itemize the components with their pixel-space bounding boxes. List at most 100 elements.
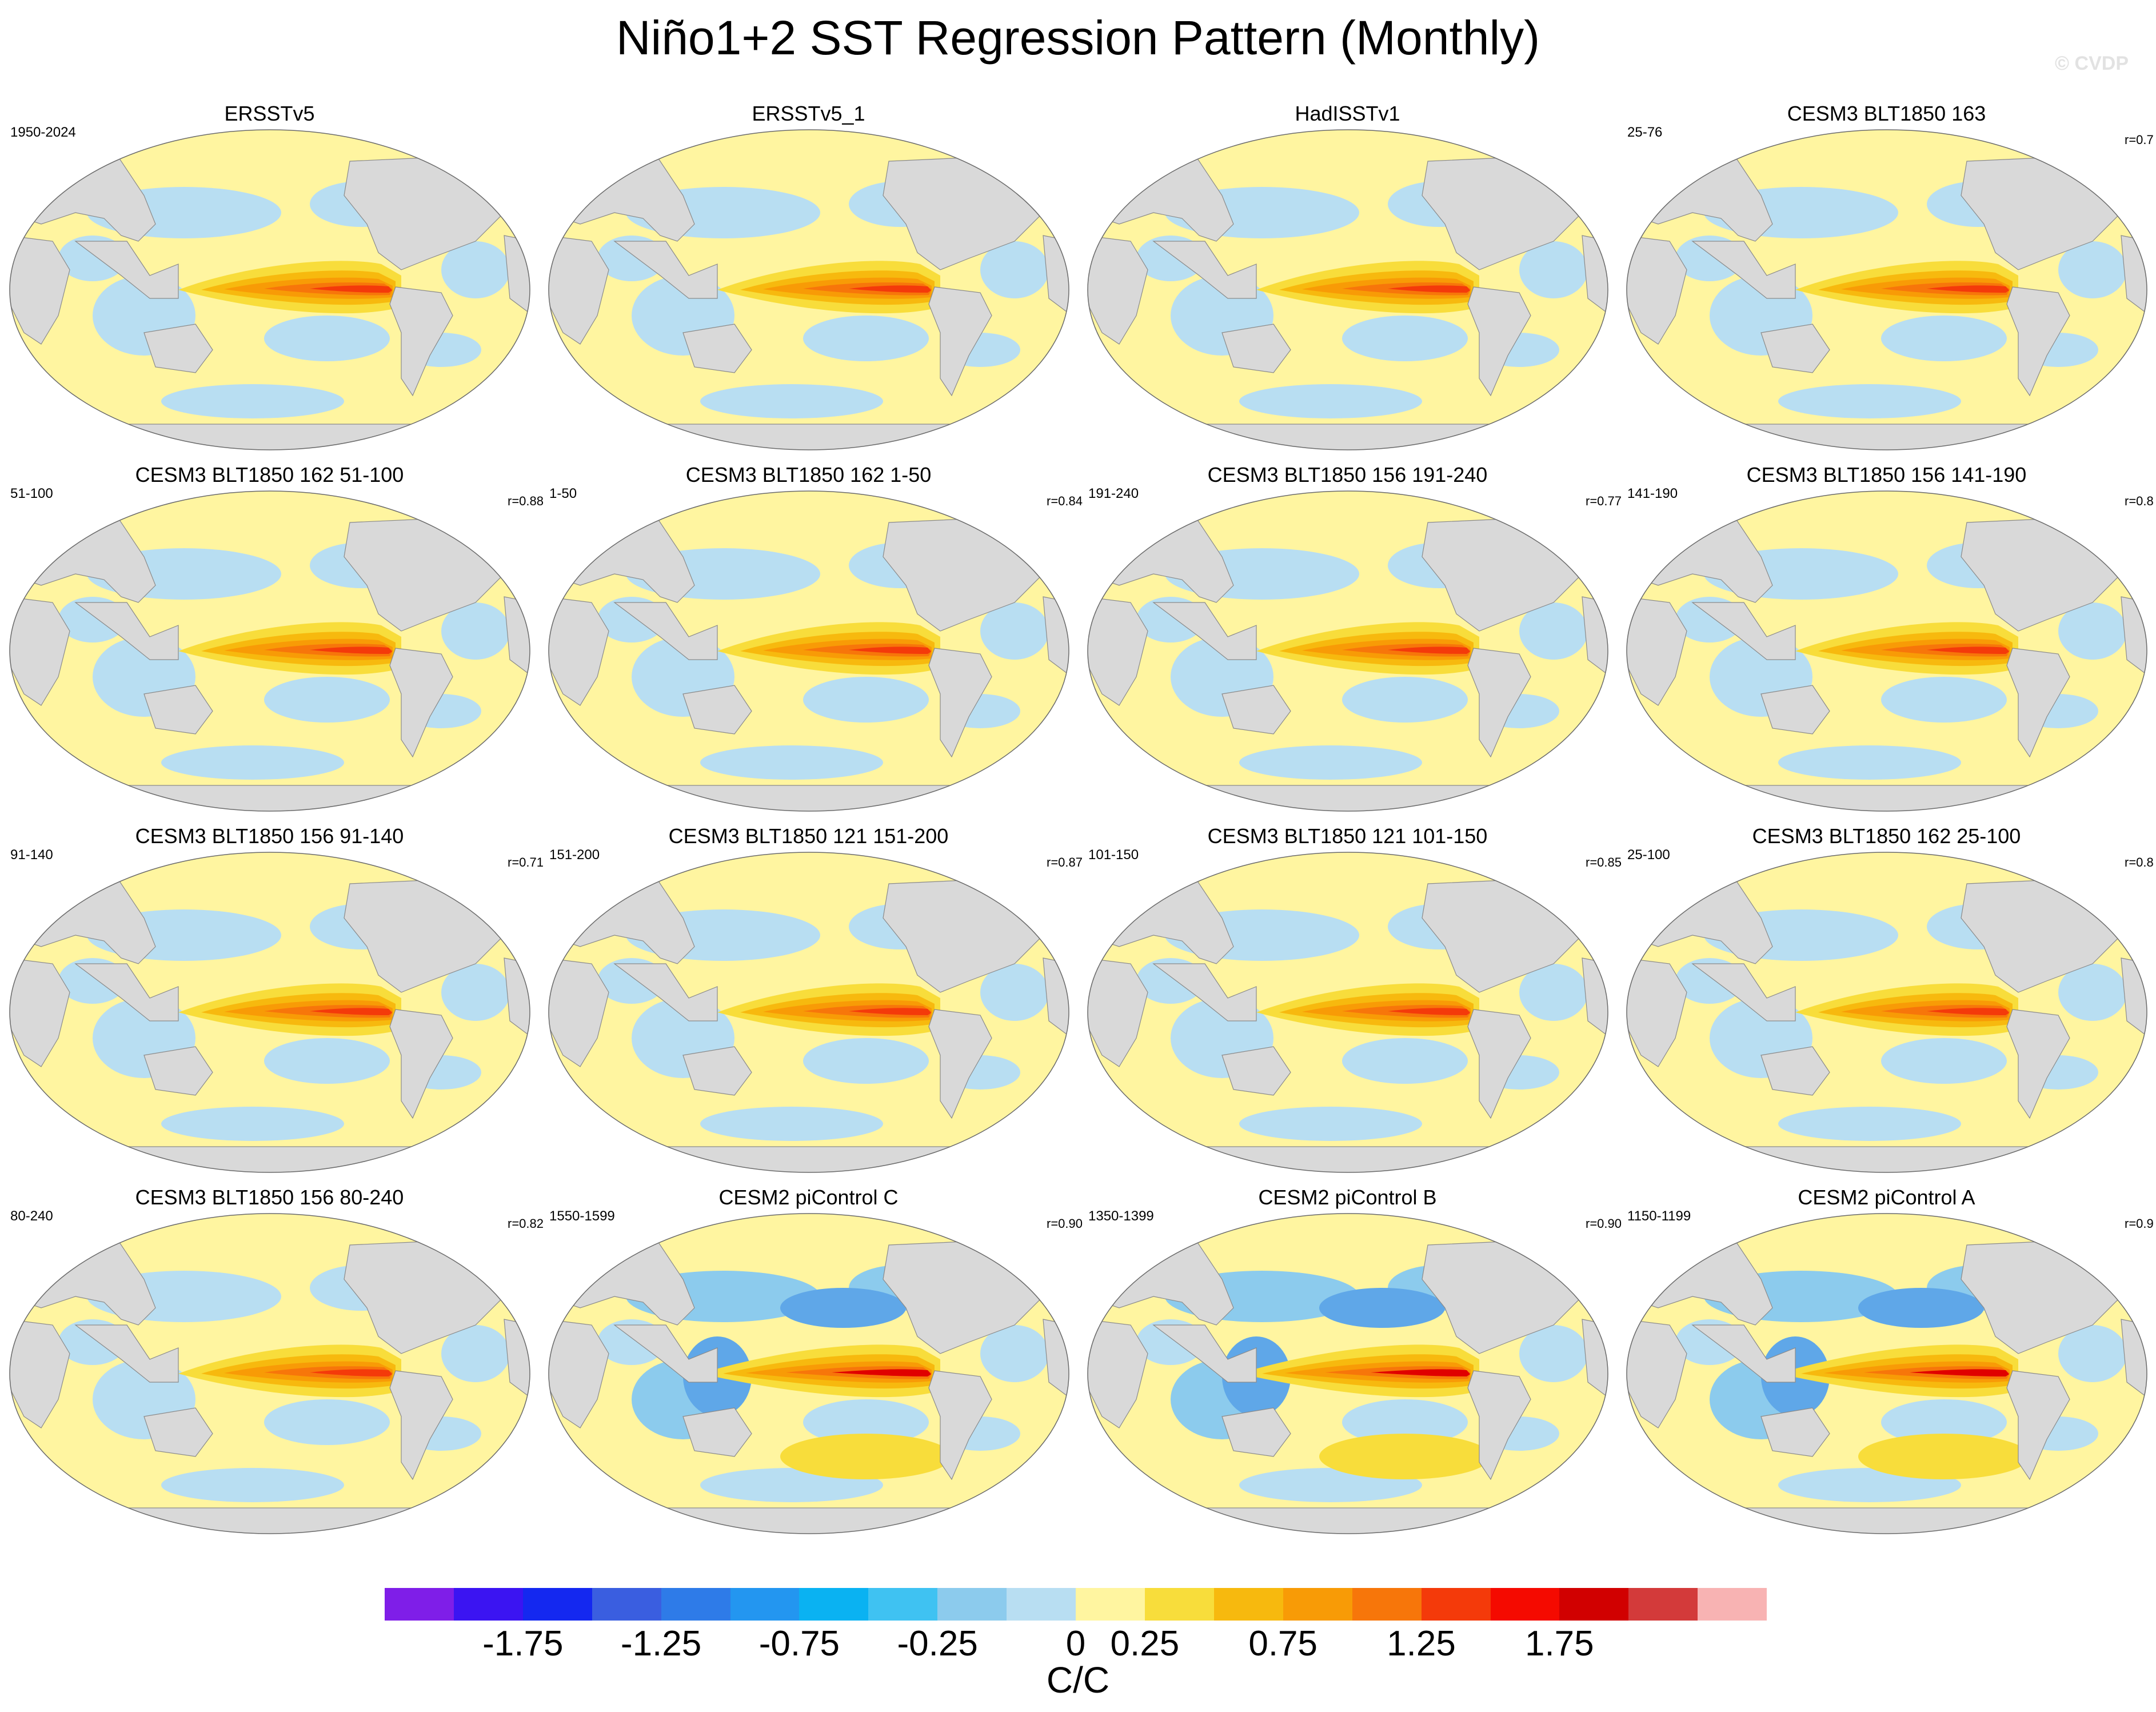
colorbar-tick-label: -0.75 (758, 1624, 840, 1663)
map-panel: CESM3 BLT1850 156 91-140 91-140 r=0.71 (0, 824, 544, 1186)
map-panel: CESM2 piControl B 1350-1399 r=0.90 (1078, 1186, 1622, 1547)
colorbar-units: C/C (1046, 1659, 1110, 1701)
regression-map (1624, 849, 2150, 1175)
panel-years: 151-200 (549, 847, 600, 863)
panel-years: 1550-1599 (549, 1208, 615, 1224)
map-panel: ERSSTv5_1 (539, 102, 1078, 463)
regression-map (1624, 1211, 2150, 1537)
panel-correlation: r=0.7 (2125, 133, 2154, 147)
panel-years: 191-240 (1088, 486, 1139, 501)
panel-years: 141-190 (1627, 486, 1678, 501)
panel-title: CESM2 piControl A (1798, 1186, 1975, 1209)
panel-years: 1150-1199 (1627, 1208, 1691, 1224)
panel-correlation: r=0.77 (1586, 494, 1622, 508)
colorbar-tick-label: 0.25 (1110, 1624, 1180, 1663)
regression-map (7, 488, 533, 814)
colorbar-box (1144, 1588, 1214, 1621)
colorbar-box (1352, 1588, 1422, 1621)
colorbar-tick-label: 1.25 (1387, 1624, 1456, 1663)
colorbar-box (1698, 1588, 1767, 1621)
panel-years: 80-240 (10, 1208, 53, 1224)
panel-correlation: r=0.87 (1047, 855, 1083, 869)
map-panel: CESM3 BLT1850 162 51-100 51-100 r=0.88 (0, 463, 544, 824)
map-panel: HadISSTv1 (1078, 102, 1617, 463)
regression-map (1085, 488, 1611, 814)
colorbar-box (1559, 1588, 1629, 1621)
panel-correlation: r=0.8 (2125, 494, 2154, 508)
panel-correlation: r=0.85 (1586, 855, 1622, 869)
panel-title: CESM3 BLT1850 156 141-190 (1746, 463, 2027, 486)
colorbar-box (1421, 1588, 1491, 1621)
panel-title: CESM3 BLT1850 156 191-240 (1207, 463, 1488, 486)
panel-title: CESM3 BLT1850 121 101-150 (1207, 824, 1488, 848)
colorbar (385, 1588, 1767, 1621)
map-panel: CESM2 piControl A 1150-1199 r=0.9 (1617, 1186, 2156, 1547)
panel-years: 101-150 (1088, 847, 1139, 863)
map-panel: CESM3 BLT1850 156 141-190 141-190 r=0.8 (1617, 463, 2156, 824)
panel-correlation: r=0.90 (1047, 1216, 1083, 1231)
panel-correlation: r=0.82 (508, 1216, 544, 1231)
colorbar-box (453, 1588, 523, 1621)
colorbar-box (1076, 1588, 1145, 1621)
panel-correlation: r=0.84 (1047, 494, 1083, 508)
colorbar-box (1007, 1588, 1076, 1621)
panel-years: 1350-1399 (1088, 1208, 1154, 1224)
regression-map (1085, 1211, 1611, 1537)
colorbar-box (385, 1588, 454, 1621)
panel-correlation: r=0.8 (2125, 855, 2154, 869)
regression-map (7, 1211, 533, 1537)
colorbar-box (1628, 1588, 1698, 1621)
panel-title: ERSSTv5_1 (752, 102, 865, 125)
colorbar-tick-label: -1.75 (482, 1624, 564, 1663)
regression-map (1624, 488, 2150, 814)
colorbar-tick-label: 1.75 (1524, 1624, 1594, 1663)
map-panel: CESM3 BLT1850 156 191-240 191-240 r=0.77 (1078, 463, 1622, 824)
panel-years: 1-50 (549, 486, 577, 501)
regression-map (546, 127, 1072, 453)
map-panel: CESM2 piControl C 1550-1599 r=0.90 (539, 1186, 1083, 1547)
panel-years: 1950-2024 (10, 125, 76, 140)
panel-title: CESM3 BLT1850 162 1-50 (685, 463, 932, 486)
panel-years: 91-140 (10, 847, 53, 863)
panel-title: ERSSTv5 (224, 102, 315, 125)
panel-title: CESM3 BLT1850 156 80-240 (135, 1186, 404, 1209)
regression-map (7, 849, 533, 1175)
panel-title: CESM3 BLT1850 121 151-200 (668, 824, 949, 848)
colorbar-box (522, 1588, 592, 1621)
colorbar-tick-label: 0 (1065, 1624, 1086, 1663)
colorbar-box (1213, 1588, 1283, 1621)
colorbar-box (1490, 1588, 1560, 1621)
panel-title: CESM3 BLT1850 162 25-100 (1752, 824, 2021, 848)
colorbar-box (592, 1588, 661, 1621)
map-panel: CESM3 BLT1850 156 80-240 80-240 r=0.82 (0, 1186, 544, 1547)
panel-correlation: r=0.90 (1586, 1216, 1622, 1231)
panel-years: 25-76 (1627, 125, 1663, 140)
colorbar-box (661, 1588, 730, 1621)
colorbar-box (1283, 1588, 1352, 1621)
panel-years: 25-100 (1627, 847, 1670, 863)
regression-map (7, 127, 533, 453)
map-panel: CESM3 BLT1850 162 1-50 1-50 r=0.84 (539, 463, 1083, 824)
regression-map (1085, 127, 1611, 453)
map-panel: CESM3 BLT1850 121 151-200 151-200 r=0.87 (539, 824, 1083, 1186)
regression-map (546, 488, 1072, 814)
colorbar-ticks: -1.75 -1.25 -0.75 -0.25 0 0.25 0.75 1.25 1.75 (385, 1623, 1767, 1669)
panel-title: CESM2 piControl C (718, 1186, 899, 1209)
regression-map (546, 1211, 1072, 1537)
figure-title: Niño1+2 SST Regression Pattern (Monthly) (616, 11, 1540, 65)
panel-title: HadISSTv1 (1295, 102, 1400, 125)
panel-title: CESM2 piControl B (1258, 1186, 1437, 1209)
panel-correlation: r=0.71 (508, 855, 544, 869)
colorbar-box (799, 1588, 869, 1621)
map-panel: ERSSTv5 1950-2024 (0, 102, 539, 463)
colorbar-box (937, 1588, 1007, 1621)
cvdp-credit: © CVDP (2055, 53, 2129, 74)
panel-title: CESM3 BLT1850 163 (1787, 102, 1986, 125)
panel-correlation: r=0.9 (2125, 1216, 2154, 1231)
colorbar-tick-label: -1.25 (620, 1624, 702, 1663)
panel-correlation: r=0.88 (508, 494, 544, 508)
map-panel: CESM3 BLT1850 163 25-76 r=0.7 (1617, 102, 2156, 463)
map-panel: CESM3 BLT1850 162 25-100 25-100 r=0.8 (1617, 824, 2156, 1186)
map-panel: CESM3 BLT1850 121 101-150 101-150 r=0.85 (1078, 824, 1622, 1186)
regression-map (546, 849, 1072, 1175)
